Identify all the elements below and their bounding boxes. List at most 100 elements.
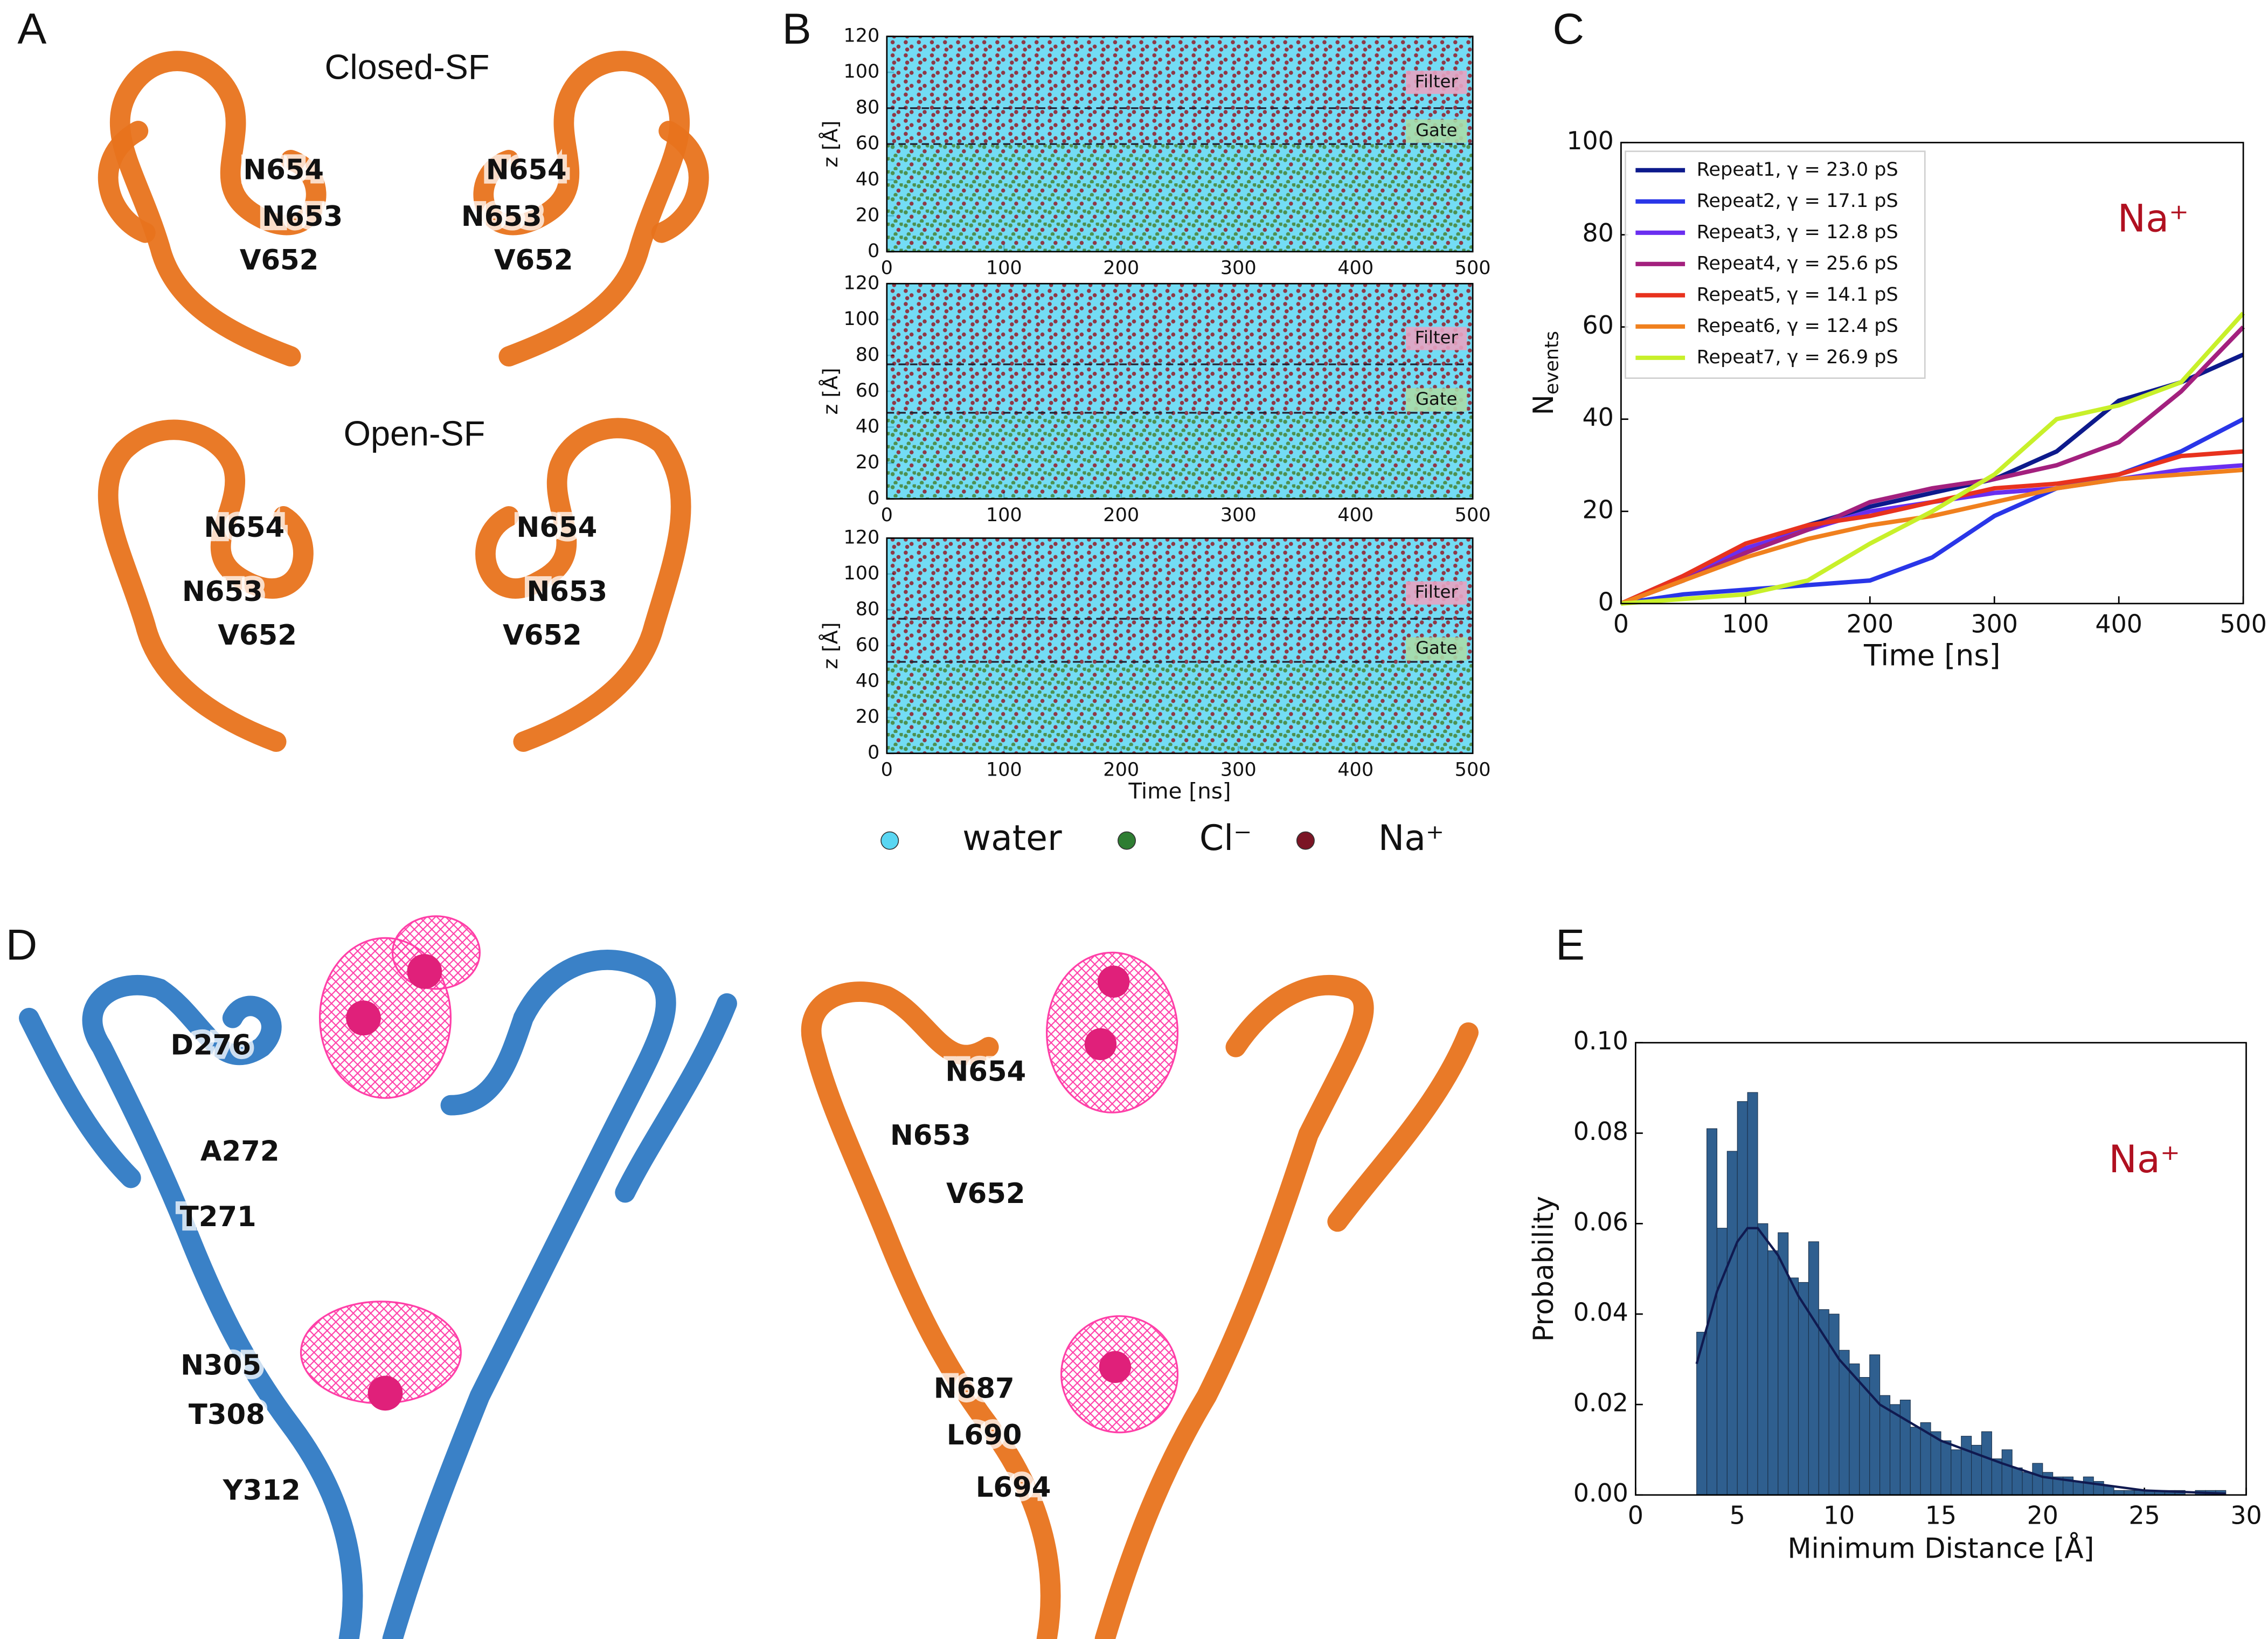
y-tick-label: 40 — [856, 168, 880, 190]
y-tick-label: 0.00 — [1573, 1478, 1628, 1507]
plot-frame — [1634, 1042, 2247, 1496]
x-tick-label: 0 — [881, 504, 893, 526]
x-tick-label: 300 — [1220, 504, 1257, 526]
y-tick-label: 100 — [1566, 126, 1614, 155]
structure-d — [19, 915, 1479, 1639]
legend-marker — [880, 831, 899, 850]
x-tick-label: 300 — [1220, 758, 1257, 780]
x-tick-label: 200 — [1103, 758, 1139, 780]
structure-title: Open-SF — [344, 414, 485, 453]
bar — [2022, 1472, 2033, 1496]
y-tick-label: 80 — [856, 598, 880, 620]
x-tick-label: 400 — [1337, 504, 1374, 526]
y-tick-label: 0 — [868, 487, 879, 509]
bar — [1757, 1223, 1768, 1496]
bar — [1859, 1377, 1870, 1496]
x-tick-label: 200 — [1103, 257, 1139, 279]
bar — [1726, 1151, 1738, 1496]
x-tick-label: 500 — [1455, 257, 1491, 279]
bar — [1951, 1449, 1962, 1496]
x-tick-label: 400 — [1337, 257, 1374, 279]
bar — [2032, 1463, 2043, 1496]
residue-label: V652 — [946, 1178, 1025, 1210]
y-tick-label: 120 — [843, 526, 879, 548]
residue-label: Y312 — [223, 1474, 301, 1506]
bar — [1737, 1101, 1748, 1496]
annotation-bg — [1406, 327, 1467, 350]
y-axis-label: z [Å] — [819, 121, 842, 168]
y-axis-label: z [Å] — [819, 623, 842, 669]
x-tick-label: 100 — [1722, 610, 1770, 639]
panel-label: A — [17, 5, 46, 53]
x-tick-label: 100 — [986, 257, 1022, 279]
series-line — [1621, 312, 2245, 606]
legend-label: Repeat6, γ = 12.4 pS — [1697, 315, 1898, 337]
residue-label: N653 — [182, 576, 263, 608]
y-axis-label: z [Å] — [819, 368, 842, 414]
ion-texture — [886, 144, 1473, 252]
y-tick-label: 0 — [1598, 587, 1614, 616]
legend-label: Na⁺ — [1378, 818, 1444, 859]
residue-label: V652 — [240, 244, 319, 276]
residue-label: N654 — [204, 511, 285, 544]
bar — [1849, 1363, 1860, 1496]
residue-label: D276 — [170, 1029, 251, 1062]
bar — [1991, 1458, 2002, 1496]
y-tick-label: 60 — [1583, 310, 1614, 340]
bar — [1961, 1436, 1972, 1496]
bar — [1889, 1404, 1901, 1496]
annotation-bg — [1406, 119, 1467, 143]
y-tick-label: 20 — [856, 451, 880, 473]
y-tick-label: 120 — [843, 272, 879, 294]
series-line — [1620, 463, 2244, 606]
x-axis-label: Time [ns] — [1128, 778, 1231, 804]
y-tick-label: 0.06 — [1573, 1207, 1628, 1236]
y-tick-label: 40 — [856, 415, 880, 437]
annotation-bg — [1406, 388, 1467, 412]
residue-label: N654 — [945, 1055, 1026, 1088]
residue-label: N654 — [516, 511, 597, 544]
x-tick-label: 100 — [986, 504, 1022, 526]
residue-label: T271 — [180, 1201, 256, 1233]
x-tick-label: 30 — [2230, 1501, 2262, 1530]
legend-label: Repeat3, γ = 12.8 pS — [1697, 221, 1898, 243]
region-label: Gate — [1416, 389, 1458, 409]
y-tick-label: 20 — [856, 706, 880, 728]
y-tick-label: 120 — [843, 25, 879, 47]
x-tick-label: 300 — [1220, 257, 1257, 279]
ion-texture — [886, 36, 1473, 144]
x-tick-label: 25 — [2128, 1501, 2160, 1530]
y-tick-label: 60 — [856, 379, 880, 402]
x-tick-label: 0 — [1628, 1501, 1643, 1530]
region-label: Gate — [1416, 120, 1458, 140]
y-tick-label: 20 — [856, 204, 880, 226]
y-tick-label: 0 — [868, 240, 879, 262]
x-tick-label: 500 — [1455, 758, 1491, 780]
legend-label: Repeat2, γ = 17.1 pS — [1697, 190, 1898, 212]
residue-label: N653 — [262, 200, 343, 233]
plot-frame — [886, 282, 1474, 500]
bar — [1747, 1092, 1758, 1496]
bar — [1899, 1400, 1911, 1496]
kde-line — [1695, 1227, 2226, 1495]
ion-texture — [886, 662, 1473, 753]
legend-marker — [1296, 831, 1315, 850]
legend-marker — [1118, 831, 1136, 850]
y-tick-label: 0 — [868, 742, 879, 764]
residue-label: N653 — [890, 1119, 971, 1152]
y-axis-label: Nevents — [1528, 331, 1563, 415]
residue-label: N687 — [934, 1372, 1015, 1405]
y-tick-label: 40 — [1583, 403, 1614, 432]
ion-texture — [886, 412, 1473, 499]
legend-label: Repeat4, γ = 25.6 pS — [1697, 252, 1898, 274]
residue-label: V652 — [494, 244, 573, 276]
bar — [2012, 1467, 2023, 1496]
residue-label: N653 — [526, 576, 607, 608]
y-tick-label: 0.04 — [1573, 1298, 1628, 1327]
residue-label: N305 — [181, 1349, 261, 1381]
y-tick-label: 0.08 — [1573, 1117, 1628, 1146]
residue-label: L694 — [976, 1471, 1051, 1504]
y-axis-label-main: N — [1528, 395, 1560, 415]
plot-frame — [1620, 142, 2244, 605]
